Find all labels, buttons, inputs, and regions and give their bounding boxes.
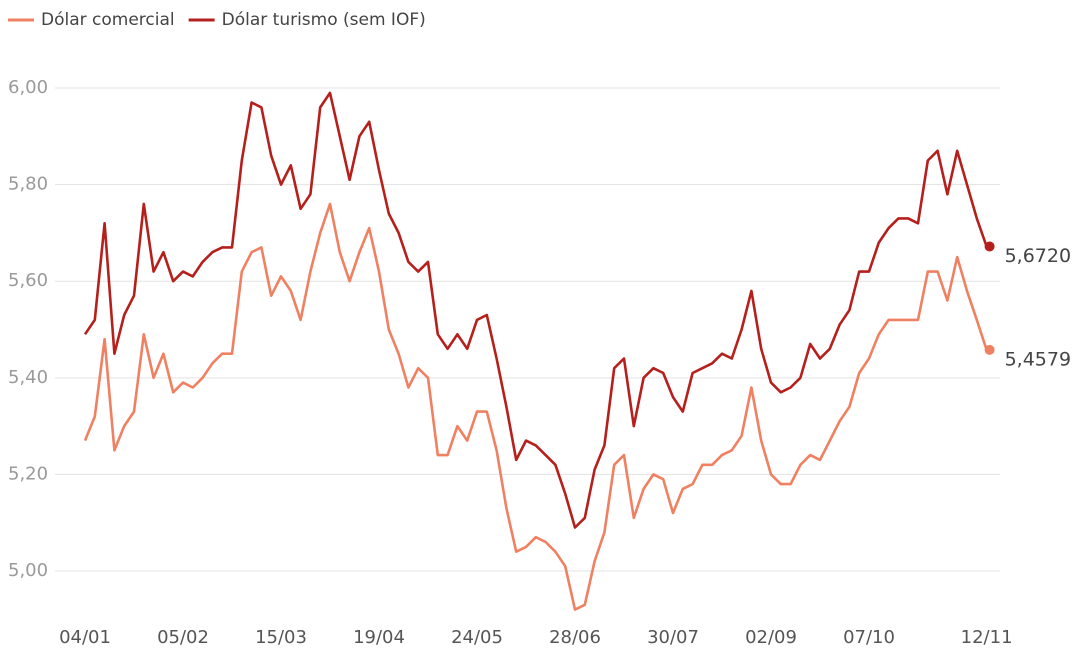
legend-label: Dólar turismo (sem IOF) bbox=[222, 10, 426, 30]
x-tick-label: 28/06 bbox=[549, 627, 601, 648]
x-tick-label: 07/10 bbox=[843, 627, 895, 648]
end-dot bbox=[984, 241, 995, 252]
x-tick-label: 04/01 bbox=[59, 627, 111, 648]
x-tick-label: 12/11 bbox=[961, 627, 1013, 648]
x-tick-label: 30/07 bbox=[647, 627, 699, 648]
y-tick-label: 5,20 bbox=[8, 463, 48, 484]
y-tick-label: 6,00 bbox=[8, 77, 48, 98]
x-tick-label: 24/05 bbox=[451, 627, 503, 648]
y-tick-label: 5,60 bbox=[8, 270, 48, 291]
end-dot bbox=[984, 344, 995, 355]
legend-label: Dólar comercial bbox=[41, 10, 175, 30]
end-label: 5,4579 bbox=[1005, 348, 1071, 370]
y-tick-label: 5,40 bbox=[8, 367, 48, 388]
series-line bbox=[83, 91, 988, 529]
y-tick-label: 5,00 bbox=[8, 560, 48, 581]
x-tick-label: 02/09 bbox=[745, 627, 797, 648]
y-tick-label: 5,80 bbox=[8, 174, 48, 195]
x-tick-label: 15/03 bbox=[255, 627, 307, 648]
x-tick-label: 05/02 bbox=[157, 627, 209, 648]
series-line bbox=[83, 202, 988, 611]
x-tick-label: 19/04 bbox=[353, 627, 405, 648]
end-label: 5,6720 bbox=[1005, 245, 1071, 267]
